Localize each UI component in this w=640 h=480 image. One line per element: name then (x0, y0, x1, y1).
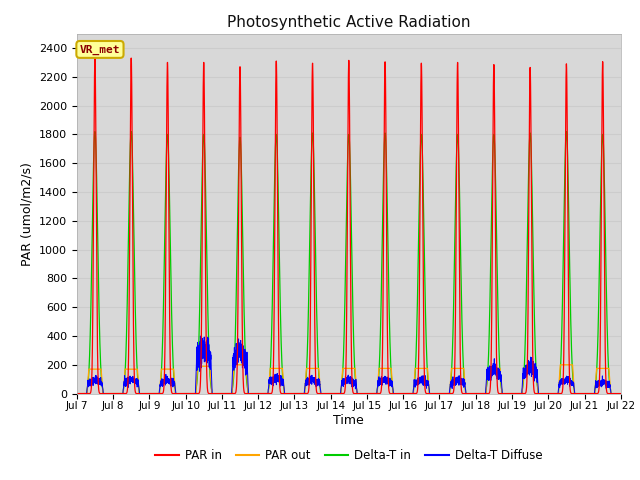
Text: VR_met: VR_met (80, 44, 120, 55)
PAR out (276, 366, 284, 372)
PAR in (501, 391, 509, 396)
PAR in (615, 391, 623, 396)
X-axis label: Time: Time (333, 414, 364, 427)
Y-axis label: PAR (umol/m2/s): PAR (umol/m2/s) (20, 162, 33, 265)
PAR out (617, 391, 625, 396)
PAR out (184, 391, 191, 396)
PAR out (501, 391, 509, 396)
Legend: PAR in, PAR out, Delta-T in, Delta-T Diffuse: PAR in, PAR out, Delta-T in, Delta-T Dif… (150, 444, 547, 467)
Title: Photosynthetic Active Radiation: Photosynthetic Active Radiation (227, 15, 470, 30)
Delta-T in (189, 391, 197, 396)
Delta-T in (424, 376, 431, 382)
Delta-T Diffuse (424, 379, 431, 385)
Delta-T in (501, 391, 509, 396)
PAR out (424, 370, 431, 376)
Delta-T in (73, 391, 81, 396)
Line: PAR out: PAR out (77, 365, 621, 394)
Delta-T in (276, 313, 284, 319)
Delta-T in (184, 391, 191, 396)
PAR in (184, 391, 191, 396)
Delta-T in (91, 129, 99, 134)
PAR out (73, 391, 81, 396)
Line: PAR in: PAR in (77, 58, 621, 394)
PAR out (615, 391, 623, 396)
PAR out (189, 391, 197, 396)
Line: Delta-T in: Delta-T in (77, 132, 621, 394)
Delta-T in (615, 391, 623, 396)
Delta-T Diffuse (276, 376, 284, 382)
PAR out (230, 362, 237, 368)
Delta-T Diffuse (189, 391, 197, 396)
Delta-T in (617, 391, 625, 396)
Delta-T Diffuse (184, 391, 191, 396)
PAR in (424, 391, 431, 396)
PAR in (617, 391, 625, 396)
Delta-T Diffuse (501, 391, 509, 396)
PAR in (91, 55, 99, 61)
Delta-T Diffuse (617, 391, 625, 396)
Delta-T Diffuse (73, 391, 81, 396)
Delta-T Diffuse (196, 333, 204, 339)
PAR in (276, 389, 284, 395)
Line: Delta-T Diffuse: Delta-T Diffuse (77, 336, 621, 394)
Delta-T Diffuse (615, 391, 623, 396)
PAR in (73, 391, 81, 396)
PAR in (189, 391, 197, 396)
